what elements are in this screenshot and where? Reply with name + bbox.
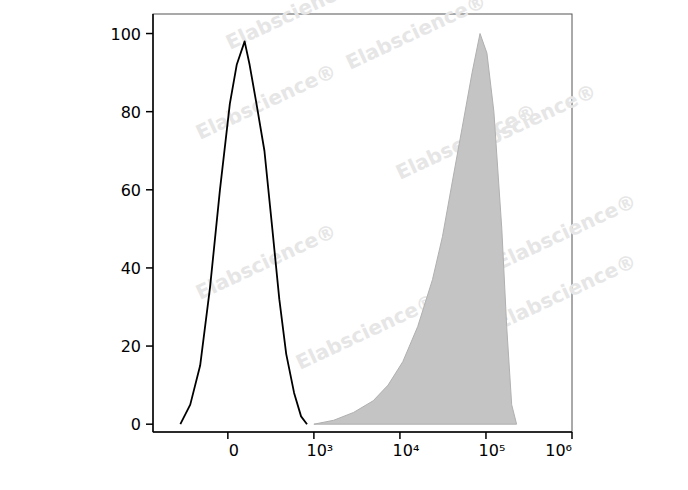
x-tick-label: 10⁵ <box>479 441 506 460</box>
y-tick <box>146 345 153 347</box>
watermark: Elabscience® <box>342 0 490 75</box>
y-tick-label: 40 <box>121 259 141 278</box>
watermark: Elabscience® <box>492 248 640 334</box>
y-tick <box>146 423 153 425</box>
y-tick <box>146 267 153 269</box>
y-tick-label: 0 <box>131 415 141 434</box>
axes: 0 20 40 60 80 100 0 10³ 10⁴ 10⁵ 10⁶ <box>110 14 572 460</box>
x-tick <box>485 432 487 439</box>
y-tick-label: 60 <box>121 181 141 200</box>
x-tick-label: 10⁴ <box>393 441 420 460</box>
watermark: Elabscience® <box>192 58 340 144</box>
y-tick-label: 20 <box>121 337 141 356</box>
histogram-area <box>314 34 517 425</box>
x-tick <box>227 432 229 439</box>
watermark: Elabscience® <box>192 218 340 304</box>
x-tick-label: 0 <box>229 441 239 460</box>
plot-area <box>180 34 516 425</box>
x-tick-label: 10³ <box>306 441 333 460</box>
y-tick-label: 80 <box>121 103 141 122</box>
y-tick <box>146 33 153 35</box>
x-tick-label: 10⁶ <box>545 441 572 460</box>
y-axis-line <box>152 14 154 432</box>
y-tick <box>146 189 153 191</box>
x-axis-line <box>153 431 572 433</box>
chart: Elabscience®Elabscience®Elabscience®Elab… <box>0 0 688 490</box>
watermark: Elabscience® <box>222 0 370 55</box>
x-tick <box>571 432 573 439</box>
y-tick-label: 100 <box>110 25 141 44</box>
y-tick <box>146 111 153 113</box>
x-tick <box>313 432 315 439</box>
plot-frame <box>153 14 572 432</box>
histogram-line <box>180 41 307 424</box>
x-tick <box>399 432 401 439</box>
